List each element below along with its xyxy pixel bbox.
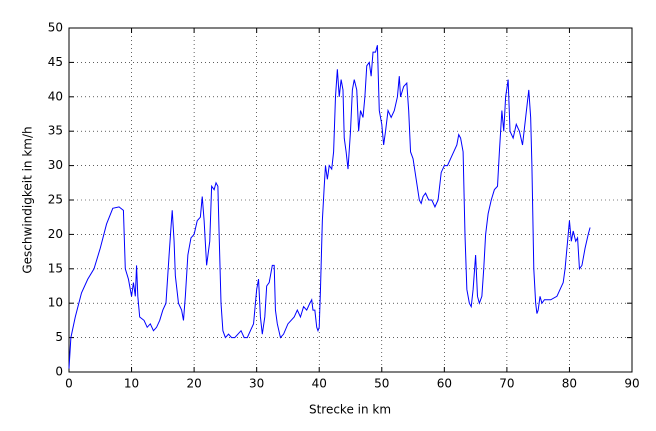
y-tick-label: 45 [48,55,63,69]
x-tick-label: 80 [562,377,577,391]
y-tick-label: 25 [48,193,63,207]
x-tick-label: 10 [124,377,139,391]
x-axis-label: Strecke in km [309,403,391,417]
y-tick-label: 20 [48,227,63,241]
y-axis-label: Geschwindigkeit in km/h [21,126,35,273]
x-tick-label: 0 [65,377,73,391]
y-tick-label: 5 [55,330,63,344]
x-tick-label: 70 [499,377,514,391]
y-tick-label: 10 [48,296,63,310]
x-tick-label: 50 [374,377,389,391]
y-tick-label: 35 [48,124,63,138]
speed-line [68,45,591,369]
y-tick-label: 0 [55,365,63,379]
y-tick-label: 15 [48,261,63,275]
x-tick-label: 30 [249,377,264,391]
x-tick-label: 60 [437,377,452,391]
x-tick-label: 40 [312,377,327,391]
y-tick-label: 40 [48,89,63,103]
y-tick-label: 50 [48,21,63,35]
y-tick-label: 30 [48,158,63,172]
x-tick-label: 20 [186,377,201,391]
plot-frame [68,27,633,373]
x-tick-label: 90 [624,377,639,391]
